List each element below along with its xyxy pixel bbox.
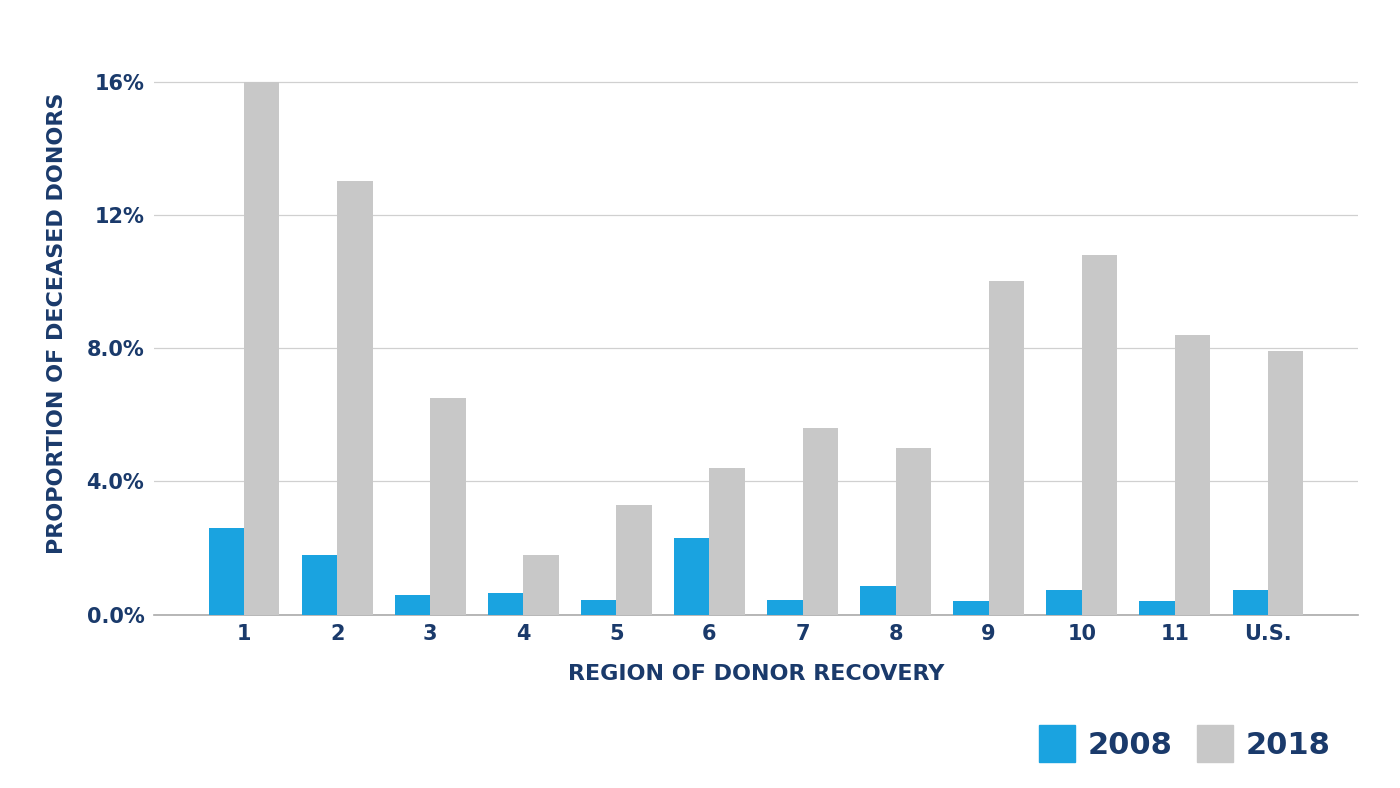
- Bar: [616, 504, 652, 615]
- Bar: [896, 448, 931, 615]
- Bar: [581, 600, 616, 615]
- Bar: [1046, 589, 1082, 615]
- Legend: 2008, 2018: 2008, 2018: [1026, 712, 1343, 775]
- Bar: [337, 181, 372, 615]
- Bar: [767, 600, 802, 615]
- Bar: [209, 528, 244, 615]
- Bar: [1082, 255, 1117, 615]
- Bar: [673, 538, 710, 615]
- Bar: [1268, 351, 1303, 615]
- Bar: [860, 586, 896, 615]
- Y-axis label: PROPORTION OF DECEASED DONORS: PROPORTION OF DECEASED DONORS: [48, 92, 67, 554]
- Bar: [489, 593, 524, 615]
- Bar: [395, 595, 430, 615]
- Bar: [430, 398, 466, 615]
- Bar: [524, 555, 559, 615]
- Bar: [953, 601, 988, 615]
- Bar: [988, 281, 1023, 615]
- Bar: [244, 81, 280, 615]
- Bar: [1232, 589, 1268, 615]
- Bar: [1175, 335, 1210, 615]
- Bar: [710, 468, 745, 615]
- Bar: [802, 428, 839, 615]
- Bar: [1140, 601, 1175, 615]
- Bar: [302, 555, 337, 615]
- X-axis label: REGION OF DONOR RECOVERY: REGION OF DONOR RECOVERY: [568, 663, 944, 684]
